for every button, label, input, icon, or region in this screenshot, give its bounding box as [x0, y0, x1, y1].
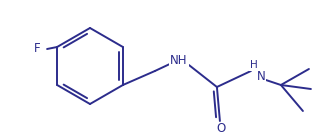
Text: NH: NH — [170, 55, 188, 67]
Text: H: H — [250, 60, 258, 70]
Text: F: F — [33, 43, 40, 55]
Text: N: N — [257, 70, 265, 84]
Text: O: O — [216, 122, 225, 132]
